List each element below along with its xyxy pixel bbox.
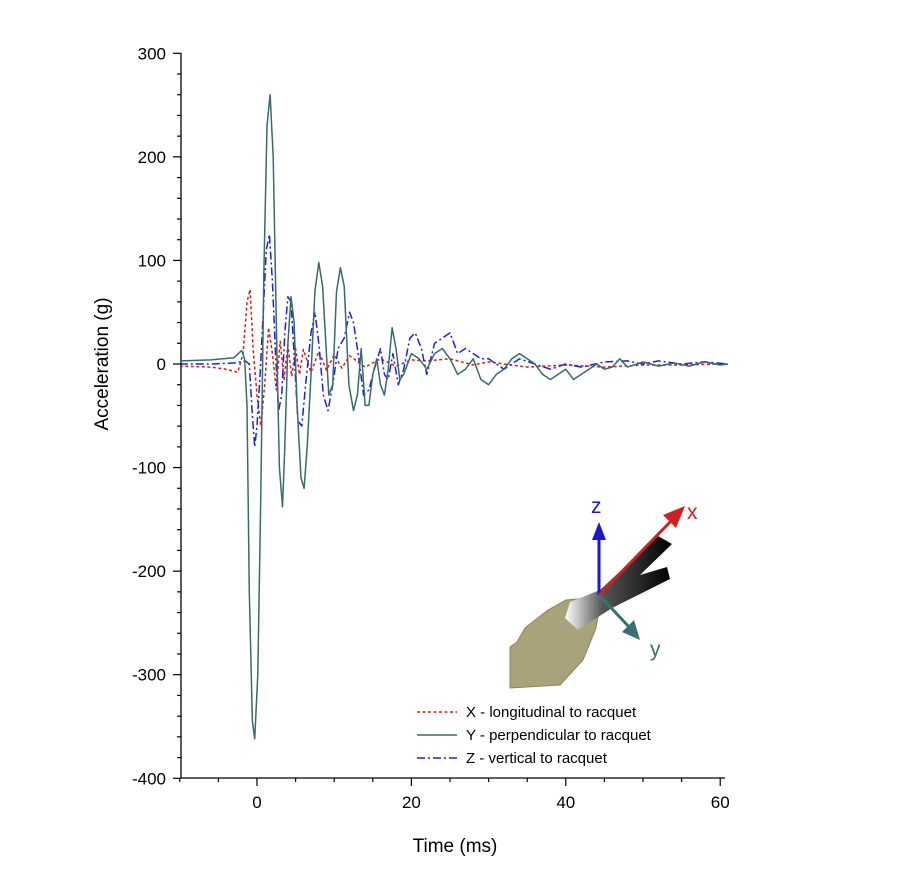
y-tick-label: 0 <box>157 355 166 374</box>
legend-label-z: Z - vertical to racquet <box>466 750 608 767</box>
x-tick-label: 0 <box>252 793 261 812</box>
legend: X - longitudinal to racquet Y - perpendi… <box>417 704 652 767</box>
x-axis-arrow <box>597 517 675 597</box>
y-tick-label: 300 <box>138 44 166 63</box>
y-axis-arrow <box>597 593 633 631</box>
z-axis-label: z <box>591 495 602 518</box>
y-tick-label: -300 <box>132 666 166 685</box>
y-tick-label: -200 <box>132 562 166 581</box>
y-axis-title: Acceleration (g) <box>92 297 113 430</box>
series-line-z <box>181 233 728 448</box>
series-line-y <box>181 93 728 740</box>
x-tick-label: 20 <box>402 793 421 812</box>
racquet-orientation-inset: z x y <box>509 495 698 689</box>
y-axis-ticks: 300 200 100 0 -100 -200 -300 -400 <box>132 44 181 788</box>
x-axis-label: x <box>687 501 698 524</box>
y-tick-label: -100 <box>132 459 166 478</box>
x-tick-label: 40 <box>556 793 575 812</box>
y-tick-label: -400 <box>132 769 166 788</box>
legend-label-x: X - longitudinal to racquet <box>466 704 637 721</box>
legend-label-y: Y - perpendicular to racquet <box>466 727 652 744</box>
z-arrow-head-icon <box>592 522 606 540</box>
y-arrow-head-icon <box>622 620 640 640</box>
x-axis-title: Time (ms) <box>413 836 498 857</box>
x-arrow-head-icon <box>663 506 685 528</box>
y-tick-label: 200 <box>138 148 166 167</box>
series-group <box>181 93 728 740</box>
racquet-handle-icon <box>565 536 672 630</box>
x-axis-ticks: 0 20 40 60 <box>179 778 730 812</box>
y-tick-label: 100 <box>138 251 166 270</box>
series-line-x <box>181 288 728 427</box>
x-tick-label: 60 <box>711 793 730 812</box>
y-axis-label: y <box>650 638 661 661</box>
